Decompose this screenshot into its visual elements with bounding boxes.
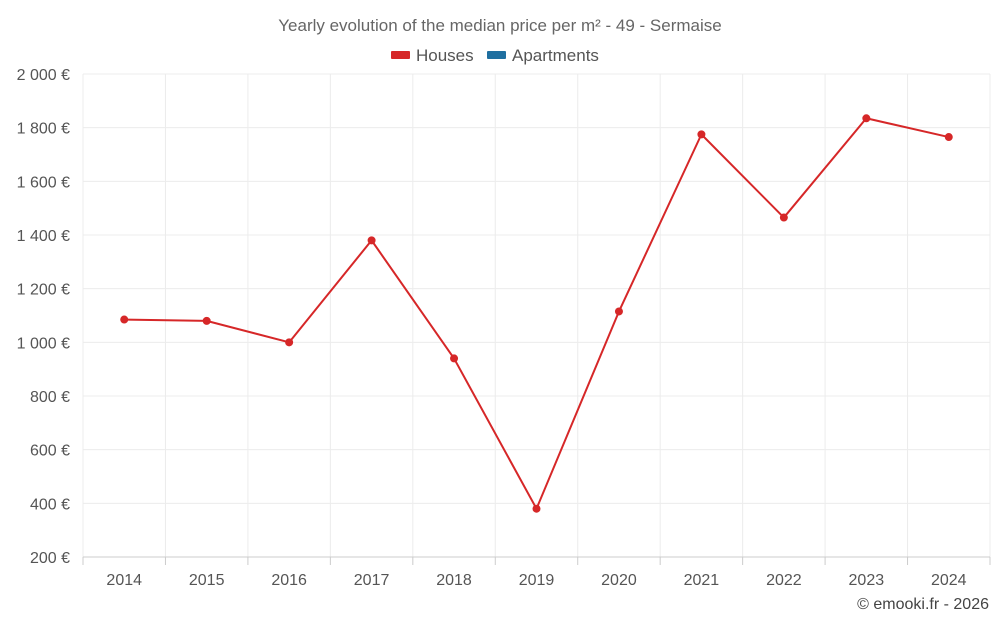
data-point-houses[interactable] [120,315,129,324]
legend-label-houses: Houses [416,46,474,65]
data-point-houses[interactable] [367,236,376,245]
data-point-houses[interactable] [697,130,706,139]
x-gridlines [82,74,991,557]
x-tick-label: 2018 [436,572,472,589]
data-point-houses[interactable] [779,213,788,222]
y-gridlines [83,73,990,504]
chart-title: Yearly evolution of the median price per… [278,16,721,35]
legend-label-apartments: Apartments [512,46,599,65]
x-tick-label: 2014 [106,572,142,589]
x-tick-label: 2015 [189,572,225,589]
x-tick-label: 2023 [849,572,885,589]
y-tick-label: 1 800 € [17,121,70,138]
data-point-houses[interactable] [532,504,541,513]
legend-item-houses[interactable]: Houses [391,46,474,65]
y-tick-label: 1 200 € [17,282,70,299]
y-tick-label: 1 400 € [17,228,70,245]
data-point-houses[interactable] [202,316,211,325]
series-houses [120,114,953,513]
x-tick-label: 2021 [684,572,720,589]
y-tick-label: 600 € [30,443,70,460]
x-tick-label: 2020 [601,572,637,589]
x-tick-label: 2016 [271,572,307,589]
y-tick-label: 1 000 € [17,335,70,352]
y-tick-label: 800 € [30,389,70,406]
legend: Houses Apartments [391,46,599,65]
legend-swatch-houses [391,51,410,59]
y-tick-label: 400 € [30,496,70,513]
x-axis-ticks: 2014 2015 2016 2017 2018 2019 2020 2021 2022 2023… [82,557,991,589]
y-tick-label: 1 600 € [17,174,70,191]
y-tick-label: 2 000 € [17,67,70,84]
x-tick-label: 2024 [931,572,967,589]
x-tick-label: 2017 [354,572,390,589]
legend-item-apartments[interactable]: Apartments [487,46,599,65]
credit-text: © emooki.fr - 2026 [857,596,989,613]
data-point-houses[interactable] [944,133,953,142]
y-tick-label: 200 € [30,550,70,567]
y-axis-ticks: 200 € 400 € 600 € 800 € 1 000 € 1 200 € 1 400 … [17,67,70,567]
data-point-houses[interactable] [450,354,459,363]
x-tick-label: 2019 [519,572,555,589]
legend-swatch-apartments [487,51,506,59]
x-tick-label: 2022 [766,572,802,589]
data-point-houses[interactable] [862,114,871,123]
data-point-houses[interactable] [614,307,623,316]
data-point-houses[interactable] [285,338,294,347]
